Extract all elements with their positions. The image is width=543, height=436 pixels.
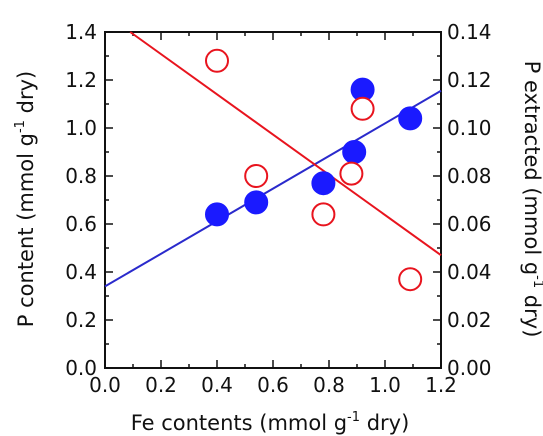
y-right-tick-label: 0.02 [447, 308, 492, 332]
y-right-tick-label: 0.04 [447, 260, 492, 284]
y-right-tick-label: 0.14 [447, 20, 492, 44]
axes [104, 31, 442, 369]
x-tick-label: 0.2 [145, 373, 177, 397]
x-tick-label: 0.6 [257, 373, 289, 397]
y-left-tick-label: 0.6 [65, 212, 97, 236]
filled-point-series-1 [205, 202, 229, 227]
y-axis-right-title: P extracted (mmol g-1 dry) [520, 61, 543, 338]
filled-point-series-1 [342, 140, 367, 164]
fit-line-series-2 [129, 31, 442, 257]
filled-point-series-1 [244, 190, 269, 215]
x-tick-label: 0.0 [89, 373, 121, 397]
y-left-tick-label: 1.0 [65, 116, 97, 140]
y-left-tick-label: 1.2 [65, 68, 97, 92]
open-point-series-2 [244, 164, 269, 188]
open-point-series-2 [339, 161, 364, 186]
y-right-tick-label: 0.06 [447, 212, 492, 236]
x-tick-label: 0.8 [313, 373, 345, 397]
data-points [205, 48, 423, 292]
x-axis-title: Fe contents (mmol g-1 dry) [131, 410, 410, 435]
y-left-tick-label: 0.4 [65, 260, 97, 284]
fit-line-series-1 [104, 89, 442, 288]
x-tick-label: 0.4 [201, 373, 233, 397]
open-point-series-2 [205, 48, 229, 73]
y-right-tick-label: 0.12 [447, 68, 492, 92]
y-right-tick-label: 0.00 [447, 356, 492, 380]
tick-labels: 0.0 0.2 0.4 0.6 0.8 1.0 1.2 0.0 0.2 0.4 0.6 0.8 1.0 1… [65, 20, 491, 397]
y-right-tick-label: 0.10 [447, 116, 492, 140]
y-left-tick-label: 1.4 [65, 20, 97, 44]
y-left-tick-label: 0.0 [65, 356, 97, 380]
filled-point-series-1 [311, 171, 336, 196]
filled-point-series-1 [398, 106, 423, 131]
open-point-series-2 [398, 267, 423, 292]
y-left-tick-label: 0.2 [65, 308, 97, 332]
open-point-series-2 [350, 96, 375, 121]
open-point-series-2 [311, 202, 336, 227]
x-tick-label: 1.0 [369, 373, 401, 397]
x-tick-label: 1.2 [425, 373, 457, 397]
fit-lines [104, 31, 442, 288]
plot-frame [104, 31, 442, 369]
y-axis-left-title: P content (mmol g-1 dry) [13, 71, 38, 327]
y-right-tick-label: 0.08 [447, 164, 492, 188]
y-left-tick-label: 0.8 [65, 164, 97, 188]
